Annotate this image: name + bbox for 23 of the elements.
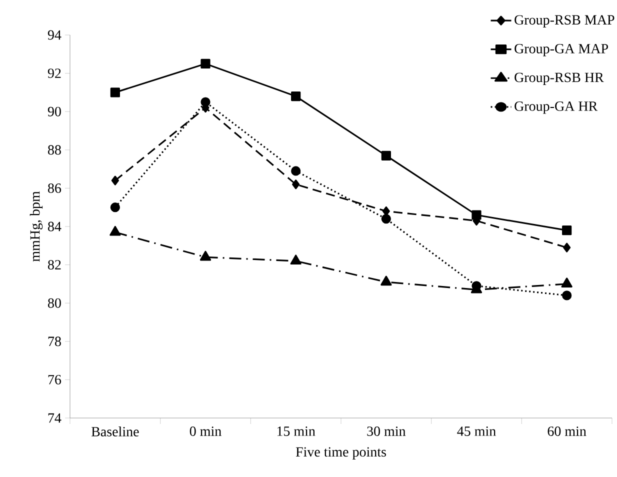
x-tick-label: 45 min <box>457 426 496 436</box>
y-tick-label: 92 <box>48 68 61 78</box>
y-tick-label: 90 <box>48 106 61 116</box>
y-tick-label: 74 <box>48 413 62 423</box>
x-tick-label: Baseline <box>91 426 139 436</box>
legend-label: Group-RSB HR <box>514 72 604 85</box>
y-axis-title: mmHg, bpm <box>30 191 43 262</box>
y-tick-label: 76 <box>48 374 62 384</box>
x-tick-label: 0 min <box>190 426 222 436</box>
x-tick-label: 30 min <box>367 426 406 436</box>
y-tick-label: 80 <box>48 298 61 308</box>
x-axis-title: Five time points <box>296 447 386 460</box>
y-tick-label: 88 <box>48 145 61 155</box>
y-tick-label: 82 <box>48 260 61 270</box>
y-tick-label: 84 <box>48 222 62 232</box>
y-tick-label: 86 <box>48 183 62 193</box>
x-tick-label: 60 min <box>548 426 586 436</box>
legend-label: Group-GA MAP <box>514 44 608 56</box>
legend-label: Group-RSB MAP <box>514 15 614 28</box>
legend-label: Group-GA HR <box>514 102 598 114</box>
y-tick-label: 94 <box>48 30 62 40</box>
x-tick-label: 15 min <box>277 426 316 436</box>
y-tick-label: 78 <box>48 336 61 346</box>
